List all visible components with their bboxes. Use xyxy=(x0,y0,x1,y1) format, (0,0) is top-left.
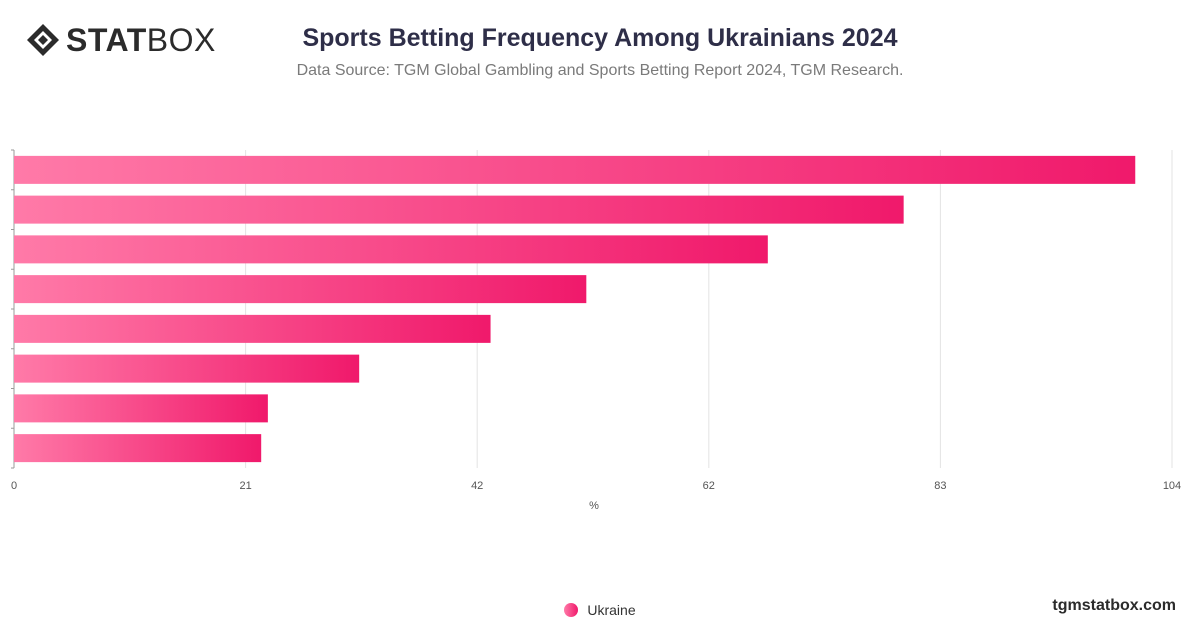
bar-2[interactable] xyxy=(14,195,904,224)
x-tick-label: 0 xyxy=(11,480,17,492)
bar-6[interactable] xyxy=(14,354,360,383)
watermark: tgmstatbox.com xyxy=(1052,597,1176,614)
x-tick-label: 21 xyxy=(239,480,251,492)
x-tick-label: 62 xyxy=(703,480,715,492)
logo-box: BOX xyxy=(146,22,216,58)
statbox-logo: STATBOX xyxy=(26,22,216,58)
logo-wordmark: STATBOX xyxy=(66,22,216,58)
legend-swatch xyxy=(564,603,579,617)
bar-7[interactable] xyxy=(14,394,268,423)
bar-1[interactable] xyxy=(14,155,1136,184)
bar-4[interactable] xyxy=(14,275,587,304)
statbox-diamond-icon xyxy=(27,24,59,56)
logo-stat: STAT xyxy=(66,22,147,58)
chart-subtitle: Data Source: TGM Global Gambling and Spo… xyxy=(296,62,904,79)
x-tick-label: 42 xyxy=(471,480,483,492)
x-tick-label: 83 xyxy=(934,480,946,492)
bar-5[interactable] xyxy=(14,314,491,343)
x-tick-label: 104 xyxy=(1163,480,1181,492)
legend[interactable]: Ukraine xyxy=(0,602,1200,618)
chart-title: Sports Betting Frequency Among Ukrainian… xyxy=(302,24,898,52)
legend-label-ukraine: Ukraine xyxy=(587,602,636,618)
x-axis-label: % xyxy=(589,500,599,512)
bar-8[interactable] xyxy=(14,434,262,463)
bar-3[interactable] xyxy=(14,235,768,264)
